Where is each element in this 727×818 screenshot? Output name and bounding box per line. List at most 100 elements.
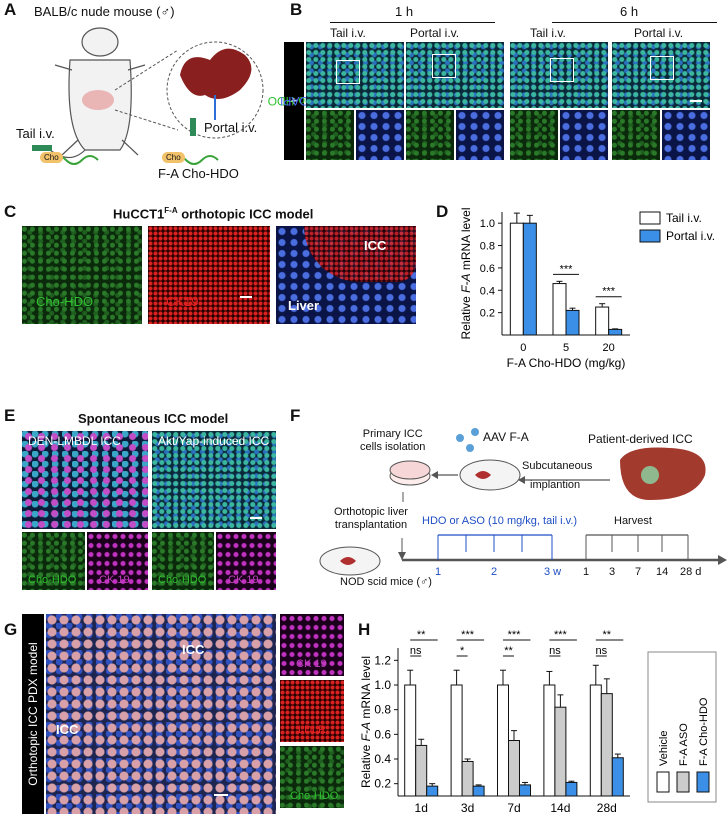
h-legend-label: Vehicle [658, 731, 670, 766]
d-xtick-label: 20 [603, 342, 615, 354]
b-zoom-4 [456, 110, 504, 160]
d-ytick-label: 0.8 [480, 241, 495, 253]
f-workflow-diagram [319, 428, 727, 576]
b-zoom-8 [662, 110, 710, 160]
d-bar [522, 222, 537, 336]
mouse-aav-icon [456, 428, 521, 491]
e-small-3: Cho-HDO [152, 532, 214, 590]
patient-liver-icon [620, 447, 706, 500]
h-bar [543, 684, 556, 797]
f-patient-label: Patient-derived ICC [588, 432, 693, 446]
e-small-label-3: Cho-HDO [158, 574, 207, 586]
panel-label-a: A [4, 0, 17, 19]
d-legend-label: Tail i.v. [666, 211, 702, 225]
h-sig-top-label: *** [554, 629, 568, 641]
f-mice-label: NOD scid mice (♂) [340, 576, 432, 588]
h-bar [565, 781, 578, 797]
panel-label-c: C [4, 202, 17, 221]
d-legend-swatch [639, 211, 661, 225]
e-image-den: DEN-LMBDL ICC [22, 431, 148, 529]
portal-syringe-icon [190, 118, 196, 136]
d-ylabel: Relative F-A mRNA level [459, 207, 473, 339]
g-label-icc-1: ICC [182, 642, 205, 657]
col-label-4: Portal i.v. [634, 26, 684, 40]
e-image-akt: Akt/Yap-induced ICC [152, 431, 276, 529]
b-side-label: Cho-HDO + DAPI [268, 42, 320, 160]
portal-iv-label: Portal i.v. [204, 120, 258, 135]
d-sig-label: *** [602, 286, 616, 298]
e-small-label-2: CK 19 [99, 574, 130, 586]
panel-label-e: E [4, 406, 16, 425]
h-ytick-label: 0.6 [374, 727, 391, 741]
g-label-icc-2: ICC [56, 722, 79, 737]
b-zoom-6 [560, 110, 608, 160]
f-ortho-label: Orthotopic liver transplantation [334, 506, 408, 531]
c-label-liver: Liver [288, 298, 320, 313]
f-tick-black-4: 14 [656, 566, 669, 578]
f-tick-black-2: 3 [609, 566, 616, 578]
g-small-label-1: CK 19 [296, 658, 327, 670]
e-small-label-1: Cho-HDO [28, 574, 77, 586]
h-sig-top-label: ** [417, 629, 426, 641]
h-legend-swatch [676, 771, 690, 793]
h-ytick-label: 0.8 [374, 703, 391, 717]
mouse-strain-label: BALB/c nude mouse (♂) [34, 4, 175, 19]
h-sig-mid-label: ** [504, 645, 513, 657]
f-hdo-label: HDO or ASO (10 mg/kg, tail i.v.) [422, 515, 578, 527]
h-ylabel: Relative F-A mRNA level [359, 656, 373, 788]
h-bar [600, 693, 613, 797]
d-legend-label: Portal i.v. [666, 229, 715, 243]
b-image-1h-tail [306, 42, 404, 108]
h-sig-mid-label: ns [595, 645, 607, 657]
f-implant-label: implantion [530, 479, 581, 491]
h-legend-swatch [656, 771, 670, 793]
h-bar [508, 740, 520, 797]
c-image-ck19: CK19 [148, 226, 270, 324]
d-bar [509, 222, 524, 336]
tail-iv-label: Tail i.v. [16, 126, 55, 141]
d-bar [565, 309, 580, 336]
tail-syringe-icon [32, 145, 52, 151]
panel-label-d: D [436, 202, 449, 221]
b-image-6h-tail [510, 42, 608, 108]
h-ytick-label: 0.4 [374, 752, 391, 766]
h-bar [589, 684, 602, 797]
h-sig-mid-label: ns [410, 645, 422, 657]
h-sig-mid-label: ns [549, 645, 561, 657]
f-tick-black-5: 28 d [680, 566, 702, 578]
f-harvest-label: Harvest [614, 515, 652, 527]
h-bar [461, 760, 474, 797]
b-zoom-5 [510, 110, 558, 160]
d-legend-swatch [639, 229, 661, 243]
panel-label-g: G [4, 620, 18, 639]
g-main-image: ICC ICC [46, 614, 276, 814]
c-title: HuCCT1F-A orthotopic ICC model [113, 206, 313, 221]
c-title-sup: F-A [164, 206, 178, 215]
c-image-merge: ICC Liver [276, 226, 416, 324]
d-xlabel: F-A Cho-HDO (mg/kg) [507, 356, 626, 370]
c-title-main: HuCCT1 [113, 206, 165, 222]
col-label-3: Tail i.v. [530, 26, 566, 40]
b-image-6h-portal [612, 42, 710, 108]
d-ytick-label: 0.4 [480, 285, 495, 297]
h-sig-top-label: *** [508, 629, 522, 641]
d-bar [552, 283, 567, 336]
panel-label-b: B [290, 0, 303, 19]
h-xtick-label: 3d [461, 801, 474, 815]
g-small-ck19: CK 19 [280, 614, 344, 676]
g-small-ldlr: LDLR [280, 680, 344, 742]
panel-label-f: F [290, 406, 301, 425]
h-bar [415, 744, 428, 797]
panel-label-h: H [358, 620, 371, 639]
time-bar-6h [552, 22, 717, 23]
time-label-1h: 1 h [395, 4, 414, 19]
e-title: Spontaneous ICC model [78, 411, 229, 426]
c-label-icc: ICC [364, 238, 387, 253]
h-sig-mid-label: * [460, 645, 465, 657]
cho-badge-tail: Cho [40, 152, 63, 163]
b-zoom-2 [356, 110, 404, 160]
b-image-1h-portal [406, 42, 504, 108]
liver-icon [180, 48, 252, 99]
d-ytick-label: 0.6 [480, 263, 495, 275]
mouse-injection-illustration [32, 27, 264, 165]
